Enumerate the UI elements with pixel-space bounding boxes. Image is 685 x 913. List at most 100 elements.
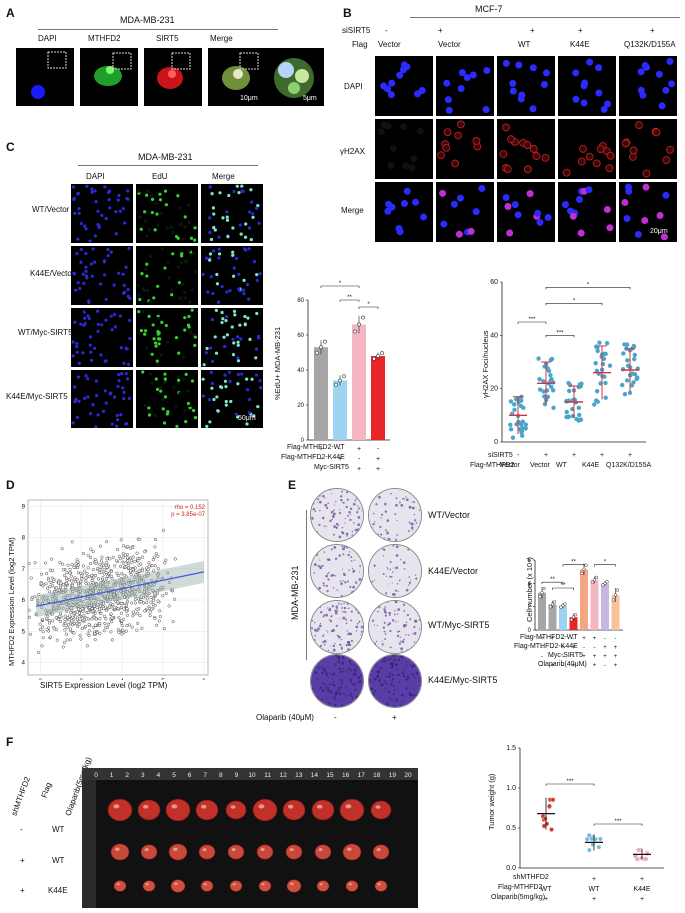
- scatter-point: [94, 617, 98, 621]
- tumor-highlight: [142, 804, 149, 809]
- scatter-point: [30, 597, 34, 601]
- scatter-point: [61, 645, 65, 649]
- scatter-point: [125, 581, 129, 585]
- scatter-point: [47, 578, 51, 582]
- scatter-point: [162, 627, 166, 631]
- scatter-point: [115, 591, 119, 595]
- scatter-point: [52, 606, 56, 610]
- scatter-point: [27, 608, 31, 612]
- panel-c-ch-edu: EdU: [152, 172, 168, 181]
- scatter-point: [164, 591, 168, 596]
- scatter-point: [125, 556, 130, 560]
- panel-f-header-flag: Flag: [39, 781, 54, 799]
- scatter-point: [158, 614, 162, 619]
- tumor-highlight: [200, 804, 207, 809]
- tumor-r2-c7: [285, 844, 303, 860]
- scatter-point: [131, 546, 135, 550]
- scatter-point: [101, 576, 105, 580]
- scatter-point: [48, 584, 52, 588]
- gh2ax-point: [548, 384, 554, 390]
- scatter-point: [65, 581, 69, 585]
- gh2ax-point: [574, 416, 579, 422]
- tumor-highlight: [145, 883, 149, 886]
- scatter-point: [45, 595, 49, 599]
- scatter-point: [76, 599, 80, 603]
- edu-point: [357, 322, 361, 327]
- scatter-point: [105, 600, 110, 604]
- edu-sign: +: [319, 446, 323, 453]
- scatter-point: [128, 583, 132, 587]
- scatter-point: [117, 579, 121, 583]
- edu-micrograph-r2-c2: [136, 246, 198, 305]
- scatter-point: [37, 593, 41, 597]
- cell-sign: +: [593, 663, 597, 669]
- gh2ax-point: [545, 394, 551, 400]
- scatter-point: [98, 631, 102, 636]
- gh2ax-micrograph-r1-c3: [497, 56, 555, 116]
- gh2ax-point: [550, 388, 556, 393]
- tumor-highlight: [345, 804, 352, 809]
- scatter-point: [125, 613, 130, 617]
- scatter-point: [148, 585, 152, 589]
- panel-a-dapi-image: [16, 48, 74, 106]
- scatter-point: [137, 563, 141, 567]
- edu-micrograph-r4-c1: [71, 370, 133, 428]
- cell-ytick-label: 2: [528, 605, 532, 611]
- scatter-point: [62, 640, 66, 645]
- tumor-r2-c5: [227, 844, 245, 860]
- scatter-point: [88, 590, 92, 594]
- edu-sig-label: **: [347, 295, 352, 301]
- cell-point: [615, 588, 620, 592]
- scatter-point: [78, 589, 82, 593]
- scatter-point: [79, 637, 83, 641]
- gh2ax-point: [576, 412, 582, 418]
- gh2ax-point: [512, 402, 517, 407]
- scatter-point: [89, 601, 93, 605]
- scatter-point: [27, 615, 31, 619]
- scatter-point: [138, 589, 142, 593]
- edu-sign: -: [339, 446, 342, 453]
- gh2ax-point: [508, 422, 513, 428]
- scatter-point: [74, 588, 78, 593]
- scatter-point: [120, 602, 124, 606]
- tumor-highlight: [144, 848, 149, 852]
- cell-sig-bracket: [562, 564, 585, 567]
- gh2ax-sign: +: [572, 452, 576, 459]
- scatter-point: [100, 570, 104, 574]
- gh2ax-point: [549, 376, 554, 382]
- gh2ax-ylabel: γH2AX Foci/nucleus: [481, 330, 490, 398]
- gh2ax-micrograph-r2-c1: [375, 119, 433, 179]
- scatter-point: [146, 567, 150, 572]
- scatter-point: [152, 583, 156, 587]
- gh2ax-point: [595, 348, 600, 354]
- scatter-point: [122, 561, 126, 565]
- gh2ax-point: [577, 382, 583, 387]
- tumor-point: [643, 856, 649, 862]
- ruler-number: 4: [157, 772, 161, 779]
- tumor-highlight: [232, 883, 236, 886]
- cell-sign: -: [552, 645, 554, 651]
- scatter-point: [85, 588, 89, 592]
- scatter-point: [85, 596, 89, 601]
- panel-e-olaparib-label: Olaparib (40μM): [256, 713, 314, 722]
- scatter-point: [104, 570, 108, 574]
- scatter-point: [48, 590, 52, 594]
- scatter-point: [105, 577, 109, 581]
- scatter-point: [33, 561, 37, 565]
- scatter-point: [99, 559, 104, 563]
- scatter-point: [41, 630, 45, 634]
- scatter-point: [38, 622, 42, 626]
- ruler-number: 8: [219, 772, 223, 779]
- scatter-point: [136, 556, 140, 560]
- scatter-point: [130, 601, 134, 605]
- tumor-r2-c10: [372, 844, 390, 860]
- scatter-point: [145, 597, 149, 601]
- cell-sign: -: [541, 645, 543, 651]
- scatter-point: [149, 600, 153, 604]
- scatter-point: [155, 573, 159, 577]
- scatter-point: [76, 565, 80, 570]
- gh2ax-point: [566, 414, 571, 419]
- scatter-point: [102, 614, 107, 618]
- panel-a-title: MDA-MB-231: [120, 15, 175, 25]
- gh2ax-flag-value: Vector: [530, 462, 550, 469]
